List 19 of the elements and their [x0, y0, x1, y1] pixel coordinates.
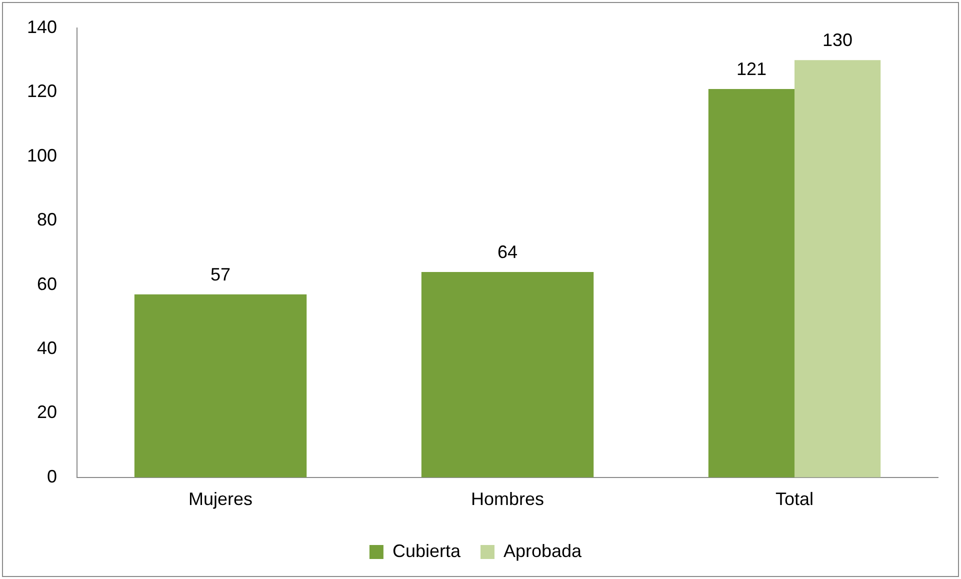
y-tick-label: 100: [26, 145, 58, 166]
bar: [794, 60, 881, 478]
data-label: 121: [736, 58, 766, 79]
y-tick-label: 40: [37, 338, 58, 358]
data-label: 130: [822, 30, 853, 50]
y-tick-label: 140: [26, 16, 58, 37]
y-tick-label: 120: [26, 81, 58, 102]
x-tick-label: Total: [775, 489, 814, 510]
y-tick-label: 20: [37, 402, 58, 422]
y-tick-label: 0: [47, 466, 58, 486]
x-tick-label: Hombres: [471, 489, 544, 510]
data-label: 64: [498, 242, 518, 262]
legend-label: Aprobada: [503, 540, 583, 561]
bar: [134, 294, 307, 478]
legend-label: Cubierta: [392, 540, 462, 561]
y-tick-label: 80: [37, 210, 58, 230]
x-tick-label: Mujeres: [188, 489, 253, 510]
y-tick-label: 60: [37, 274, 58, 294]
data-label: 57: [210, 264, 231, 284]
